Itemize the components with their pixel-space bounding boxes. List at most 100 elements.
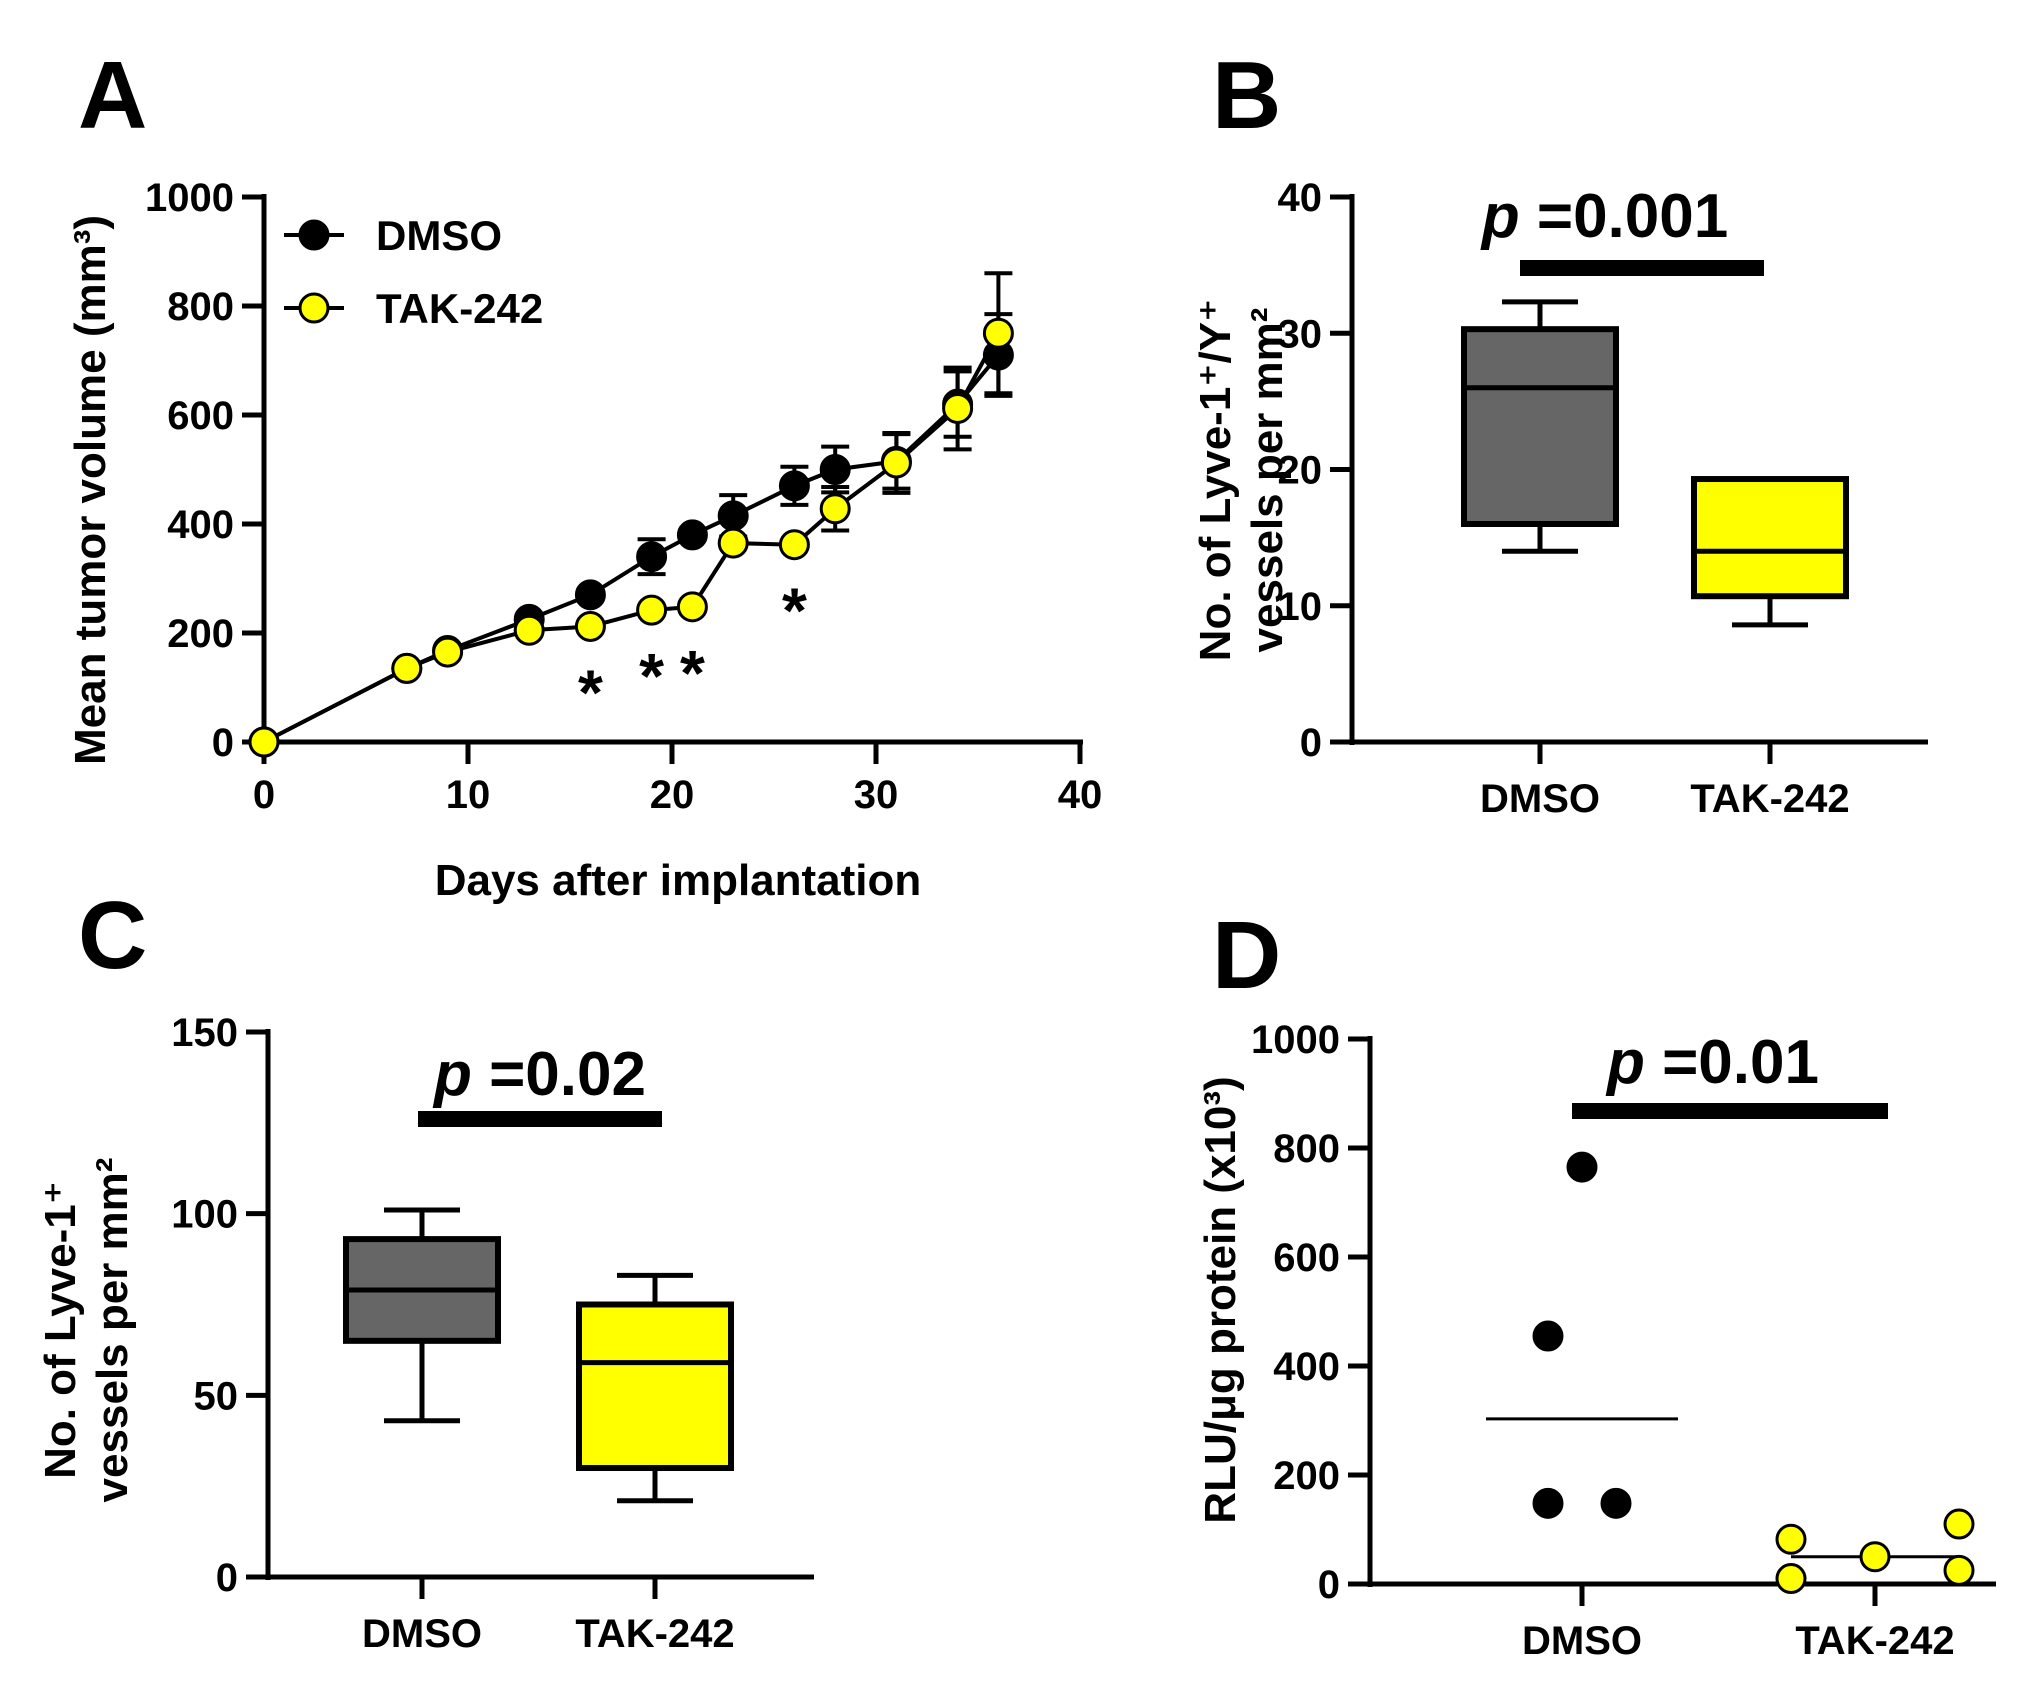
panel-a-x-tick-label: 30 [854,773,899,817]
panel-label-b: B [1212,42,1281,149]
panel-a-y-axis-label: Mean tumor volume (mm³) [66,215,115,765]
panel-c-pvalue-value: =0.02 [472,1040,646,1109]
panel-a-legend: DMSO TAK-242 [284,212,543,332]
panel-d-tak-point [1943,1554,1975,1586]
panel-d-y-tick-label: 200 [1273,1454,1340,1498]
panel-c-box-plot: No. of Lyve-1⁺ vessels per mm² p =0.02 0… [36,1011,814,1656]
panel-a-dmso-point [574,579,606,611]
panel-a-tak-point [982,317,1014,349]
panel-a-y-tick-label: 400 [167,503,234,547]
panel-label-a: A [78,42,147,149]
panel-b-y-tick-label: 40 [1278,176,1323,220]
panel-d-dmso-point [1532,1320,1564,1352]
panel-c-y-axis-label-line2: vessels per mm² [88,1158,137,1503]
panel-b-y-axis-label-line1: No. of Lyve-1⁺/Y⁺ [1191,299,1240,662]
panel-a-y-tick-label: 600 [167,394,234,438]
panel-c-y-tick-label: 0 [216,1556,238,1600]
panel-a-x-tick-label: 40 [1058,773,1103,817]
panel-b-significance-bar [1520,260,1764,276]
panel-a-tak-point [513,614,545,646]
panel-a-tak-point [636,594,668,626]
panel-b-box-plot: No. of Lyve-1⁺/Y⁺ vessels per mm² p =0.0… [1191,176,1928,821]
panel-c-tak-box [576,1301,734,1471]
panel-b-y-tick-label: 30 [1278,312,1323,356]
panel-a-tak-point [574,610,606,642]
panel-c-x-tick-label: DMSO [362,1612,482,1656]
panel-d-scatter-plot: RLU/μg protein (x10³) p =0.01 0 200 400 600… [1196,1018,1996,1663]
panel-a-dmso-point [636,541,668,573]
panel-a-significance-asterisk: * [680,637,705,709]
panel-d-dmso-point [1532,1487,1564,1519]
panel-d-y-axis-label: RLU/μg protein (x10³) [1196,1076,1245,1523]
panel-a-significance-asterisk: * [782,575,807,647]
panel-a-dmso-point [717,500,749,532]
legend-dmso-label: DMSO [376,212,502,259]
panel-a-tak-point [391,652,423,684]
panel-b-tak-box [1691,476,1849,600]
panel-a-significance-asterisk: * [578,656,603,728]
panel-d-y-tick-label: 1000 [1251,1018,1340,1062]
panel-a-x-tick-label: 20 [650,773,695,817]
panel-d-x-tick-label: TAK-242 [1795,1619,1954,1663]
panel-a-tak-point [819,493,851,525]
panel-a-dmso-point [676,519,708,551]
panel-a-y-tick-label: 0 [212,721,234,765]
panel-b-pvalue-value: =0.001 [1520,182,1729,251]
panel-b-y-tick-label: 0 [1300,721,1322,765]
panel-a-x-tick-label: 10 [446,773,491,817]
panel-a-tak-point [717,527,749,559]
panel-b-pvalue: p =0.001 [1480,182,1728,251]
panel-c-y-tick-label: 50 [194,1374,239,1418]
panel-d-tak-point [1775,1563,1807,1595]
panel-b-x-tick-label: TAK-242 [1690,777,1849,821]
panel-label-d: D [1212,902,1281,1009]
panel-a-dmso-point [778,470,810,502]
panel-d-pvalue: p =0.01 [1605,1028,1819,1097]
panel-a-tak-point [676,591,708,623]
panel-a-tak-point [778,529,810,561]
panel-c-significance-bar [418,1111,662,1127]
panel-a-tak-point [432,636,464,668]
panel-a-x-tick-label: 0 [253,773,275,817]
panel-a-y-tick-label: 1000 [145,176,234,220]
panel-d-significance-bar [1572,1103,1888,1119]
legend-tak-label: TAK-242 [376,285,543,332]
panel-a-x-axis-label: Days after implantation [435,856,922,905]
legend-dmso-marker [298,219,330,251]
panel-c-pvalue-p: p [432,1040,472,1109]
panel-c-y-axis-label-line1: No. of Lyve-1⁺ [36,1181,85,1479]
panel-d-tak-point [1859,1541,1891,1573]
legend-tak-marker [298,292,330,324]
panel-c-x-tick-label: TAK-242 [575,1612,734,1656]
panel-b-y-tick-label: 20 [1278,449,1323,493]
panel-b-x-tick-label: DMSO [1480,777,1600,821]
panel-a-y-tick-label: 200 [167,612,234,656]
panel-d-y-tick-label: 400 [1273,1345,1340,1389]
panel-d-y-tick-label: 600 [1273,1236,1340,1280]
panel-d-pvalue-p: p [1605,1028,1645,1097]
panel-d-y-tick-label: 0 [1318,1563,1340,1607]
panel-a-tak-series-line [263,332,1001,744]
panel-d-dmso-point [1566,1151,1598,1183]
panel-d-x-tick-label: DMSO [1522,1619,1642,1663]
panel-c-pvalue: p =0.02 [432,1040,646,1109]
panel-d-dmso-point [1600,1487,1632,1519]
panel-a-significance-asterisk: * [639,640,664,712]
panel-a-y-tick-label: 800 [167,285,234,329]
panel-a-tak-point [880,447,912,479]
panel-label-c: C [78,882,147,989]
panel-b-dmso-box [1461,326,1619,527]
panel-d-tak-point [1943,1508,1975,1540]
panel-c-y-tick-label: 100 [171,1193,238,1237]
panel-c-y-tick-label: 150 [171,1011,238,1055]
panel-d-pvalue-value: =0.01 [1645,1028,1819,1097]
panel-a-tak-point [248,726,280,758]
panel-d-tak-point [1775,1523,1807,1555]
panel-a-line-chart: Days after implantation Mean tumor volum… [66,176,1102,905]
panel-b-y-tick-label: 10 [1278,585,1323,629]
panel-b-y-axis-label-line2: vessels per mm² [1243,308,1292,653]
panel-b-pvalue-p: p [1480,182,1520,251]
panel-d-y-tick-label: 800 [1273,1127,1340,1171]
panel-a-dmso-point [819,454,851,485]
